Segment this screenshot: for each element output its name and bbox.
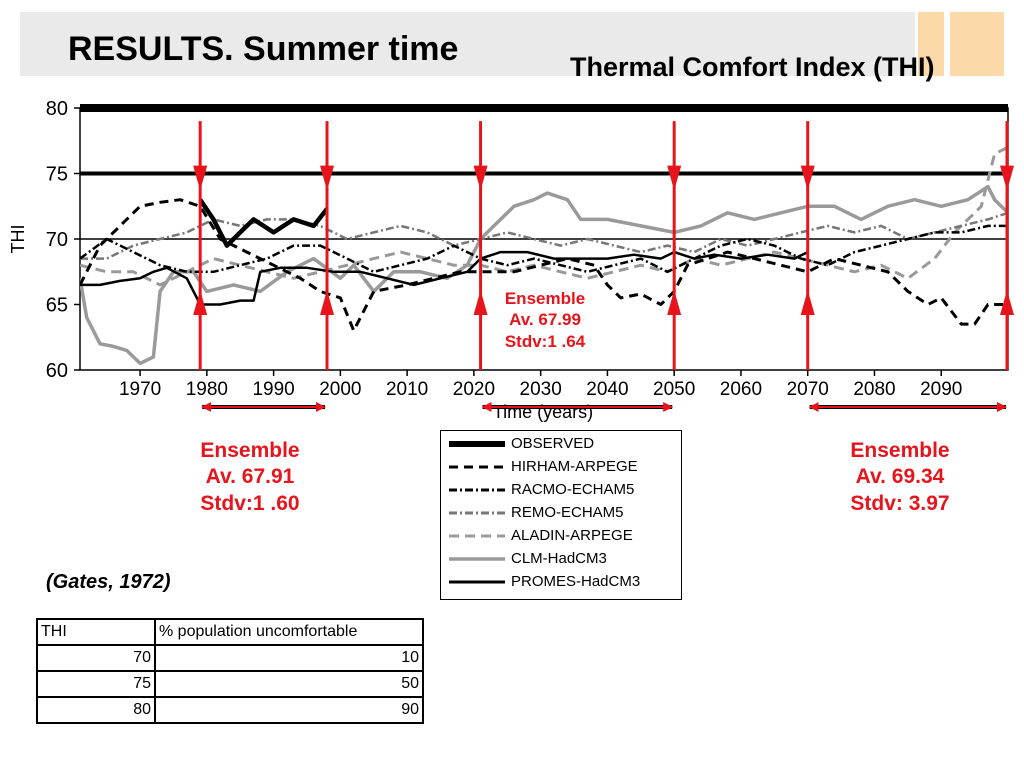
table-row: 75 50 [36,670,424,698]
y-tick-label: 65 [46,295,68,317]
legend-label: HIRHAM-ARPEGE [511,458,638,475]
thi-comfort-table: THI % population uncomfortable 70 10 75 … [36,618,424,724]
x-tick-label: 2010 [386,379,428,400]
legend-swatch [449,465,505,469]
legend-label: REMO-ECHAM5 [511,504,624,521]
legend-item: HIRHAM-ARPEGE [441,456,681,478]
period-marker-arrow-up [1000,290,1014,315]
x-tick-label: 2030 [520,379,562,400]
table-row: 70 10 [36,644,424,672]
y-tick-label: 75 [46,164,68,186]
x-tick-label: 2020 [453,379,495,400]
y-tick-label: 70 [46,229,68,251]
ensemble-label: Ensemble [850,439,950,462]
series-line-promes-hadcm3 [80,250,809,306]
legend-label: CLM-HadCM3 [511,550,607,567]
table-cell-percent: 10 [154,644,424,672]
table-header-row: THI % population uncomfortable [36,618,424,646]
ensemble-average: Av. 69.34 [855,465,945,489]
table-cell-thi: 75 [36,670,156,698]
period-marker-arrow-down [193,165,208,191]
legend-item: OBSERVED [441,433,681,455]
x-tick-label: 2040 [586,379,628,400]
chart-title: Thermal Comfort Index (THI) [570,52,935,82]
period-marker-arrow-up [193,290,208,315]
decorative-bar-right [950,12,1004,76]
legend-swatch [449,441,505,447]
x-tick-label: 1970 [119,379,161,400]
legend-swatch [449,534,505,538]
table-header-population: % population uncomfortable [154,618,424,646]
y-tick-label: 60 [46,360,68,382]
source-citation: (Gates, 1972) [46,571,171,593]
series-line-racmo-echam5 [80,224,1008,274]
legend-swatch [449,488,505,492]
legend-swatch [449,557,505,561]
x-tick-label: 1990 [252,379,294,400]
legend-swatch [449,580,505,584]
ensemble-annotation-2070-2100: Ensemble Av. 69.34 Stdv: 3.97 [820,438,980,517]
legend-item: REMO-ECHAM5 [441,502,681,524]
period-marker-arrow-up [667,290,682,315]
period-marker-arrow-up [473,290,488,315]
table-cell-percent: 50 [154,670,424,698]
ensemble-average: Av. 67.91 [205,465,295,489]
table-cell-thi: 80 [36,696,156,724]
period-markers [193,121,1014,370]
ensemble-label: Ensemble [200,439,300,462]
series-line-aladin-arpege [80,145,1008,287]
y-axis: 60 65 70 75 80 [46,98,80,382]
period-marker-arrow-up [320,290,335,315]
period-marker-arrow-down [667,165,682,191]
legend-item: ALADIN-ARPEGE [441,525,681,547]
series-line-observed [198,198,329,248]
ensemble-annotation-1979-1998: Ensemble Av. 67.91 Stdv:1 .60 [170,438,330,517]
legend-swatch [449,511,505,515]
x-tick-label: 2060 [720,379,762,400]
legend-label: ALADIN-ARPEGE [511,527,633,544]
legend-label: PROMES-HadCM3 [511,573,641,590]
x-tick-label: 2080 [853,379,895,400]
y-tick-label: 80 [46,98,68,120]
slide-title: RESULTS. Summer time [68,30,459,68]
legend-item: CLM-HadCM3 [441,548,681,570]
legend-item: PROMES-HadCM3 [441,571,681,593]
legend-label: RACMO-ECHAM5 [511,481,635,498]
legend-item: RACMO-ECHAM5 [441,479,681,501]
table-row: 80 90 [36,696,424,724]
ensemble-label: Ensemble [504,289,586,308]
x-axis: 1970 1980 1990 2000 2010 2020 2030 2040 2050 2060… [119,370,962,400]
title-band [20,12,915,76]
ensemble-stdv: Stdv:1 .60 [200,491,300,515]
ensemble-stdv: Stdv: 3.97 [850,491,950,515]
x-tick-label: 2050 [653,379,695,400]
y-axis-title: THI [8,225,28,254]
decorative-bar-left [918,12,944,76]
period-marker-arrow-down [320,165,335,191]
ensemble-stdv: Stdv:1 .64 [504,331,586,351]
table-cell-thi: 70 [36,644,156,672]
table-cell-percent: 90 [154,696,424,724]
table-header-thi: THI [36,618,156,646]
period-marker-arrow-down [800,165,815,191]
period-marker-arrow-down [473,165,488,191]
legend-label: OBSERVED [511,435,595,452]
series-layer [80,145,1008,366]
ensemble-annotation-2021-2050: Ensemble Av. 67.99 Stdv:1 .64 [480,288,610,352]
x-tick-label: 1980 [186,379,228,400]
x-tick-label: 2090 [920,379,962,400]
period-marker-arrow-up [800,290,815,315]
x-tick-label: 2000 [319,379,361,400]
x-tick-label: 2070 [787,379,829,400]
ensemble-average: Av. 67.99 [509,310,581,330]
chart-legend: OBSERVED HIRHAM-ARPEGE RACMO-ECHAM5 REMO… [440,430,682,600]
series-line-remo-echam5 [80,211,1008,260]
period-marker-arrow-down [1000,165,1014,191]
series-line-clm-hadcm3 [80,184,1008,366]
series-line-hirham-arpege [80,198,1008,333]
